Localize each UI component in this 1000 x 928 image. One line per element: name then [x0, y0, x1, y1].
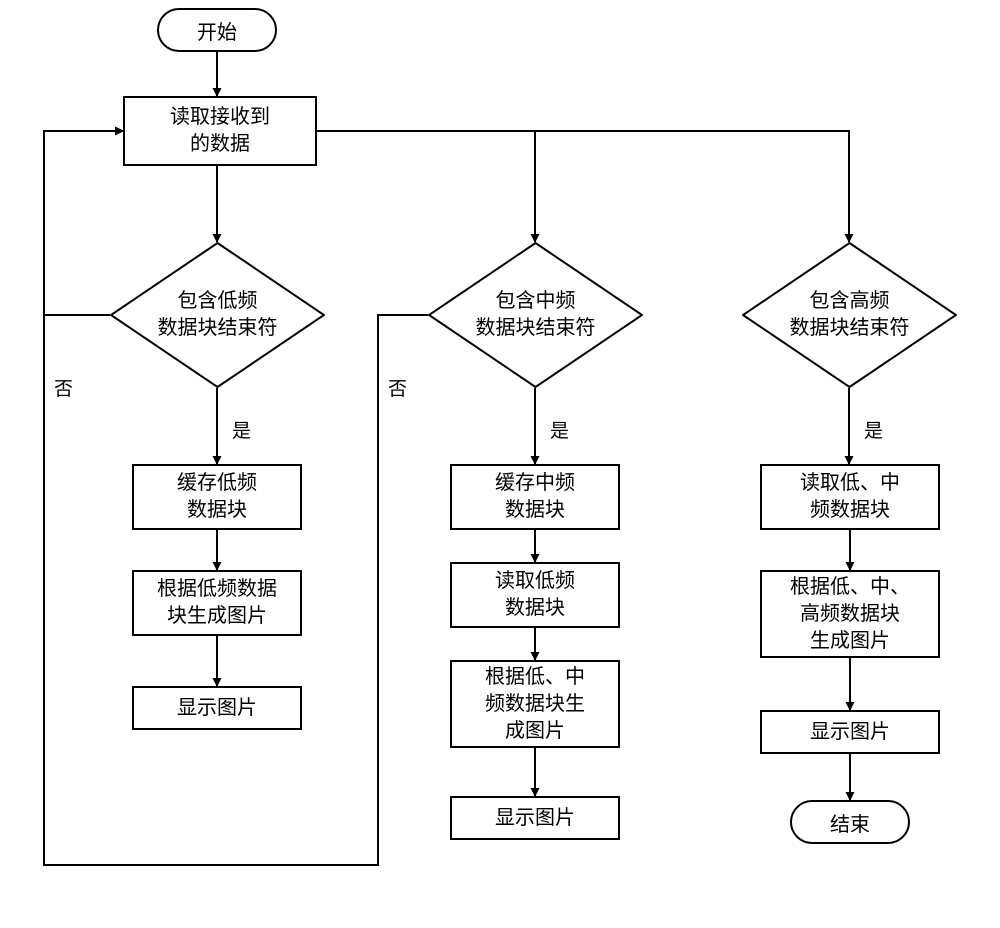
- node-read: 读取接收到 的数据: [123, 96, 317, 166]
- node-high_read: 读取低、中 频数据块: [760, 464, 940, 530]
- node-low_cache: 缓存低频 数据块: [132, 464, 302, 530]
- edge-read-d_mid: [317, 131, 535, 242]
- node-high_gen: 根据低、中、 高频数据块 生成图片: [760, 570, 940, 658]
- flowchart-canvas: 开始读取接收到 的数据包含低频 数据块结束符包含中频 数据块结束符包含高频 数据…: [0, 0, 1000, 928]
- edge-label-d_mid-read: 否: [386, 374, 409, 401]
- node-mid_cache: 缓存中频 数据块: [450, 464, 620, 530]
- node-end: 结束: [790, 800, 910, 844]
- edge-label-d_low-low_cache: 是: [230, 416, 253, 443]
- node-mid_read: 读取低频 数据块: [450, 562, 620, 628]
- node-low_gen: 根据低频数据 块生成图片: [132, 570, 302, 636]
- edge-label-d_mid-mid_cache: 是: [548, 416, 571, 443]
- node-start: 开始: [157, 8, 277, 52]
- node-d_high: 包含高频 数据块结束符: [742, 242, 957, 388]
- node-high_show: 显示图片: [760, 710, 940, 754]
- node-d_mid: 包含中频 数据块结束符: [428, 242, 643, 388]
- edge-read-d_high: [317, 131, 849, 242]
- node-d_low: 包含低频 数据块结束符: [110, 242, 325, 388]
- edge-label-d_low-read: 否: [52, 374, 75, 401]
- node-mid_show: 显示图片: [450, 796, 620, 840]
- edge-label-d_high-high_read: 是: [862, 416, 885, 443]
- node-low_show: 显示图片: [132, 686, 302, 730]
- node-mid_gen: 根据低、中 频数据块生 成图片: [450, 660, 620, 748]
